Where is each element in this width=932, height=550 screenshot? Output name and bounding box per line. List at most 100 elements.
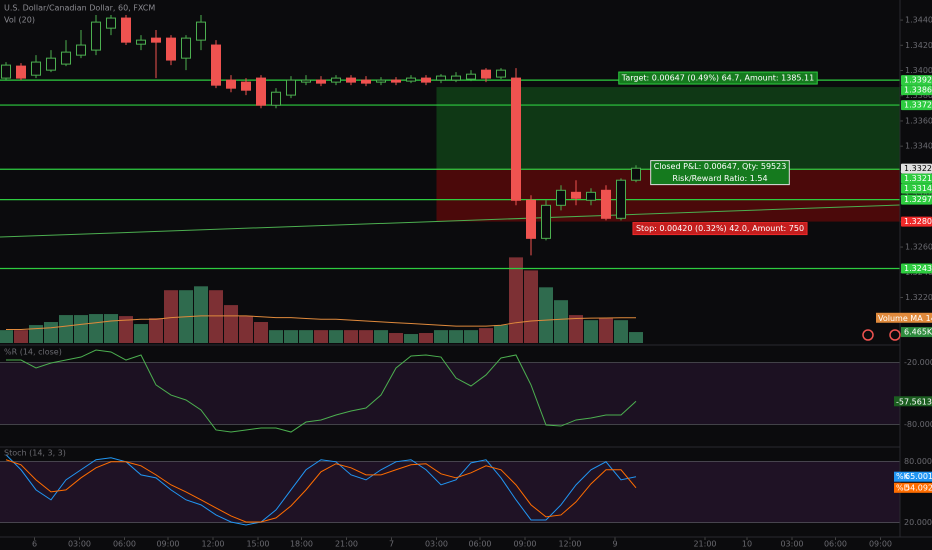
volume-ma-label: Volume MA14.904K xyxy=(878,313,932,322)
price-marker xyxy=(901,194,932,205)
wr-last-value: -57.5613 xyxy=(896,397,932,406)
price-marker xyxy=(901,75,932,86)
target-label-box xyxy=(618,71,818,85)
candle-body xyxy=(46,57,56,71)
candle-body xyxy=(451,75,461,81)
candle-body xyxy=(136,39,146,45)
volume-bar xyxy=(359,330,373,343)
stop-label-box xyxy=(632,222,808,236)
stoch-line xyxy=(5,454,637,526)
price-marker-label: 1.33869 xyxy=(904,86,932,95)
event-icon[interactable] xyxy=(862,329,874,341)
volume-bar xyxy=(479,328,493,343)
stoch-marker xyxy=(894,482,932,493)
candle-body xyxy=(541,204,551,239)
volume-bar xyxy=(464,330,478,343)
candle-body xyxy=(76,44,86,56)
stoch-series-name: %D xyxy=(896,483,910,492)
y-tick-label: 1.33400 xyxy=(905,142,932,151)
volume-bar xyxy=(0,330,13,343)
volume-bar xyxy=(149,318,163,343)
candle-body xyxy=(31,61,41,76)
volume-bar xyxy=(239,316,253,343)
candle-body xyxy=(286,79,296,96)
price-marker-label: 1.32430 xyxy=(904,264,932,273)
volume-bar xyxy=(419,333,433,343)
volume-bar xyxy=(524,270,538,343)
pnl-label: Closed P&L: 0.00647, Qty: 59523 Risk/Rewa… xyxy=(650,160,790,186)
candle-body xyxy=(586,191,596,201)
volume-bar xyxy=(74,315,88,343)
price-marker xyxy=(901,100,932,111)
wr-tick-label: -20.0000 xyxy=(904,358,932,367)
volume-bar xyxy=(389,333,403,343)
volume-bar xyxy=(629,332,643,343)
stoch-tick-label: 80.0000 xyxy=(904,457,932,466)
volume-bar xyxy=(494,325,508,343)
volume-bar xyxy=(539,287,553,343)
volume-bar xyxy=(554,300,568,343)
volume-bar xyxy=(434,330,448,343)
candle-body xyxy=(211,44,221,86)
target-zone xyxy=(436,87,900,169)
y-tick-label: 1.34200 xyxy=(905,41,932,50)
candle-body xyxy=(376,79,386,83)
x-tick-label: 03:00 xyxy=(780,540,803,549)
y-tick-label: 1.33600 xyxy=(905,116,932,125)
candle-body xyxy=(106,17,116,29)
candle-body xyxy=(346,77,356,83)
x-tick-label: 21:00 xyxy=(335,540,358,549)
x-tick-label: 03:00 xyxy=(425,540,448,549)
x-tick-label: 7 xyxy=(389,540,394,549)
candle-body xyxy=(166,37,176,61)
volume-bar xyxy=(44,322,58,343)
volume-bar xyxy=(599,318,613,343)
candle-body xyxy=(616,179,626,219)
volume-bar xyxy=(134,324,148,343)
volume-bar xyxy=(569,315,583,343)
x-tick-label: 03:00 xyxy=(68,540,91,549)
x-tick-label: 6 xyxy=(32,540,37,549)
price-marker-label: 1.32976 xyxy=(904,195,932,204)
volume-bar xyxy=(614,320,628,343)
candle-body xyxy=(16,65,26,79)
y-tick-label: 1.34400 xyxy=(905,16,932,25)
stoch-line xyxy=(5,459,637,523)
x-tick-label: 21:00 xyxy=(693,540,716,549)
candle-body xyxy=(361,79,371,84)
volume-bar xyxy=(329,330,343,343)
price-marker xyxy=(901,163,932,174)
candle-body xyxy=(181,37,191,59)
y-tick-label: 1.32600 xyxy=(905,243,932,252)
price-marker-label: 1.33726 xyxy=(904,101,932,110)
candle-body xyxy=(196,21,206,41)
y-tick-label: 1.34000 xyxy=(905,66,932,75)
x-tick-label: 12:00 xyxy=(201,540,224,549)
x-tick-label: 15:00 xyxy=(246,540,269,549)
volume-bar xyxy=(59,315,73,343)
x-tick-label: 06:00 xyxy=(468,540,491,549)
price-marker xyxy=(901,85,932,96)
wr-band xyxy=(0,362,900,425)
event-icon[interactable] xyxy=(889,329,901,341)
volume-ma-line xyxy=(6,315,637,330)
pnl-label-text: Risk/Reward Ratio: 1.54 xyxy=(672,174,767,183)
price-marker-label: 1.33924 xyxy=(904,76,932,85)
volume-bar xyxy=(119,316,133,343)
volume-bar xyxy=(584,320,598,343)
price-marker-label: 1.33222 xyxy=(904,164,932,173)
volume-bar xyxy=(254,322,268,343)
candle-body xyxy=(271,91,281,106)
stop-label-text: Stop: 0.00420 (0.32%) 42.0, Amount: 750 xyxy=(636,224,804,233)
candle-body xyxy=(1,64,11,79)
price-marker-label: 1.32802 xyxy=(904,217,932,226)
y-tick-label: 1.33800 xyxy=(905,91,932,100)
pnl-label-text: Closed P&L: 0.00647, Qty: 59523 xyxy=(654,162,787,171)
x-tick-label: 10 xyxy=(742,540,752,549)
wr-line xyxy=(6,349,637,433)
stoch-tick-label: 20.0000 xyxy=(904,518,932,527)
volume-bar xyxy=(449,330,463,343)
volume-bar xyxy=(164,290,178,343)
candle-body xyxy=(406,77,416,82)
